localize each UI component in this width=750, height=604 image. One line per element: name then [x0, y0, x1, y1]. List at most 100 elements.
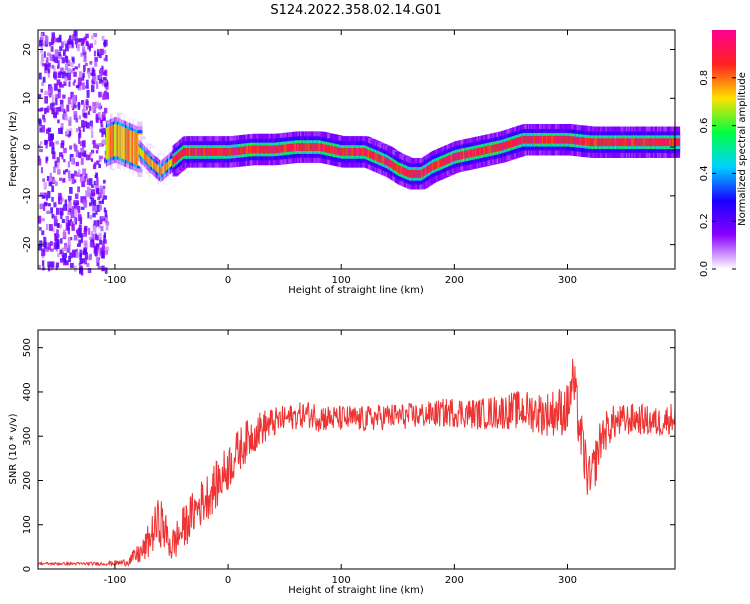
- spectrogram-cell: [98, 206, 102, 211]
- spectrogram-cell: [91, 106, 95, 111]
- spectrogram-cell: [64, 116, 69, 121]
- spectrogram-cell: [98, 102, 102, 111]
- spectrogram-cell: [63, 170, 66, 175]
- spectrogram-cell: [78, 130, 82, 138]
- spectrogram-cell: [74, 193, 79, 199]
- spectrogram-cell: [98, 142, 103, 147]
- spectrogram-cell: [89, 126, 94, 131]
- spectrogram-cell: [95, 101, 99, 106]
- spectrogram-cell: [64, 245, 68, 252]
- spectrogram-cell: [84, 225, 88, 232]
- spectrogram-cell: [54, 49, 59, 57]
- spectrogram-cell: [96, 177, 99, 186]
- spectrogram-cell: [53, 242, 57, 250]
- spectrogram-cell: [67, 195, 72, 201]
- spectrogram-cell: [96, 160, 100, 165]
- spectrogram-cell: [47, 190, 51, 199]
- spectrogram-cell: [64, 260, 69, 266]
- spectrogram-y-tick-label: -20: [22, 236, 33, 252]
- spectrogram-cell: [42, 178, 45, 182]
- spectrogram-cell: [56, 65, 60, 69]
- spectrogram-cell: [68, 255, 72, 263]
- spectrogram-cell: [74, 37, 78, 45]
- spectrogram-cell: [95, 103, 100, 109]
- spectrogram-cell: [104, 210, 108, 217]
- spectrogram-cell: [104, 158, 107, 163]
- spectrogram-cell: [53, 202, 57, 208]
- spectrogram-cell: [99, 240, 103, 245]
- spectrogram-cell: [98, 200, 102, 204]
- spectrogram-cell: [86, 178, 90, 186]
- spectrogram-cell: [87, 67, 91, 74]
- spectrogram-cell: [63, 81, 67, 86]
- spectrogram-cell: [67, 161, 70, 168]
- spectrogram-cell: [63, 112, 68, 120]
- spectrogram-cell: [43, 63, 47, 67]
- spectrogram-cell: [87, 211, 90, 219]
- spectrogram-cell: [48, 42, 52, 47]
- spectrogram-cell: [49, 224, 53, 231]
- spectrogram-cell: [89, 193, 92, 200]
- spectrogram-cell: [41, 125, 46, 133]
- spectrogram-cell: [80, 268, 84, 276]
- spectrogram-cell: [47, 68, 51, 74]
- spectrogram-cell: [67, 170, 71, 179]
- spectrogram-cell: [63, 159, 66, 163]
- colorbar-tick-label: 0.6: [699, 118, 710, 134]
- spectrogram-cell: [98, 232, 102, 240]
- spectrogram-cell: [57, 223, 60, 228]
- spectrogram-cell: [43, 203, 46, 211]
- spectrogram-cell: [102, 188, 106, 196]
- spectrogram-cell: [73, 104, 77, 109]
- spectrogram-cell: [95, 113, 99, 121]
- spectrogram-cell: [59, 249, 63, 255]
- spectrogram-cell: [83, 247, 87, 254]
- spectrogram-cell: [57, 88, 61, 92]
- spectrogram-cell: [100, 121, 103, 128]
- spectrogram-cell: [59, 177, 63, 181]
- spectrogram-cell: [52, 179, 56, 184]
- spectrogram-x-tick-label: 300: [558, 275, 577, 286]
- spectrogram-cell: [90, 130, 94, 139]
- spectrogram-cell: [102, 138, 106, 144]
- spectrogram-cell: [89, 178, 93, 186]
- spectrogram-cell: [38, 158, 42, 166]
- snr-series-line: [37, 358, 676, 568]
- spectrogram-cell: [48, 62, 51, 68]
- spectrogram-cell: [98, 220, 101, 229]
- spectrogram-cell: [68, 130, 72, 136]
- spectrogram-cell: [78, 71, 83, 78]
- spectrogram-cell: [78, 262, 82, 267]
- spectrogram-cell: [62, 49, 66, 55]
- spectrogram-cell: [40, 60, 44, 66]
- spectrogram-cell: [80, 196, 83, 203]
- spectrogram-cell: [94, 174, 97, 178]
- spectrogram-cell: [73, 170, 77, 177]
- spectrogram-cell: [60, 142, 65, 149]
- spectrogram-cell: [67, 236, 71, 245]
- spectrogram-cell: [103, 195, 107, 200]
- spectrogram-cell: [82, 140, 86, 148]
- spectrogram-cell: [90, 231, 93, 239]
- spectrogram-cell: [85, 79, 89, 86]
- spectrogram-cell: [91, 189, 95, 196]
- spectrogram-cell: [87, 227, 91, 235]
- spectrogram-cell: [68, 204, 72, 213]
- colorbar-label: Normalized spectral amplitude: [737, 72, 748, 226]
- spectrogram-cell: [83, 199, 88, 208]
- spectrogram-cell: [90, 85, 95, 93]
- spectrogram-cell: [66, 104, 70, 112]
- spectrogram-cell: [53, 71, 57, 79]
- spectrogram-cell: [75, 200, 80, 206]
- spectrogram-cell: [40, 32, 43, 40]
- spectrogram-cell: [73, 214, 76, 223]
- spectrogram-cell: [55, 181, 58, 186]
- spectrogram-cell: [41, 218, 45, 222]
- spectrogram-cell: [43, 201, 48, 206]
- spectrogram-cell: [45, 157, 48, 164]
- spectrogram-cell: [63, 147, 67, 154]
- spectrogram-cell: [78, 136, 81, 145]
- spectrogram-cell: [95, 257, 99, 263]
- spectrogram-cell: [70, 262, 74, 268]
- spectrogram-cell: [70, 69, 73, 74]
